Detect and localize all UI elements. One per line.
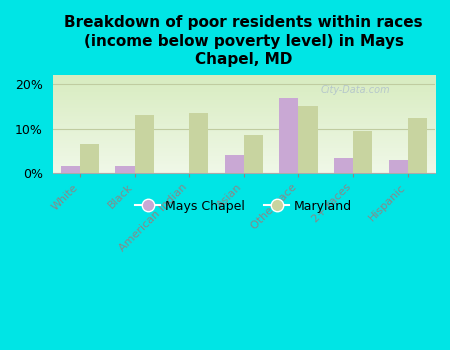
Bar [61, 167, 80, 173]
Bar [408, 118, 427, 173]
Bar [353, 131, 372, 173]
Bar [189, 113, 208, 173]
Bar [334, 158, 353, 173]
Bar [279, 98, 298, 173]
Bar [244, 135, 263, 173]
Legend: Mays Chapel, Maryland: Mays Chapel, Maryland [130, 195, 357, 218]
Bar [225, 155, 244, 173]
Bar [298, 106, 318, 173]
Bar [388, 160, 408, 173]
Bar [135, 115, 153, 173]
Text: City-Data.com: City-Data.com [320, 85, 390, 95]
Bar [80, 144, 99, 173]
Title: Breakdown of poor residents within races
(income below poverty level) in Mays
Ch: Breakdown of poor residents within races… [64, 15, 423, 67]
Bar [115, 167, 135, 173]
